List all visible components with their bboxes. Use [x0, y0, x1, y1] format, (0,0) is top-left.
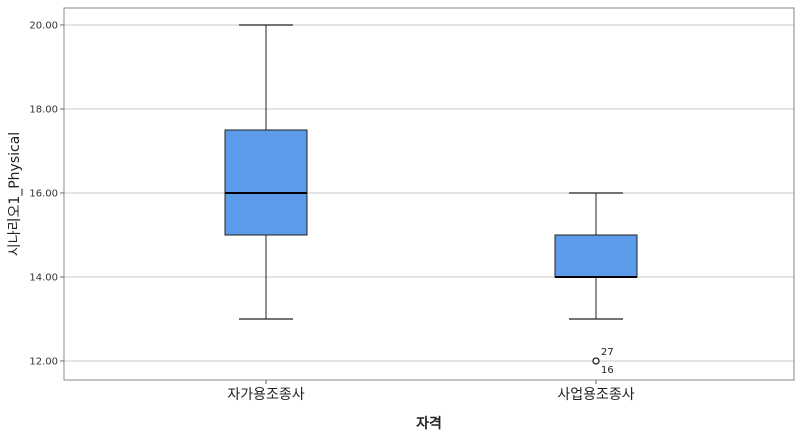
y-tick-label: 16.00 — [29, 189, 58, 200]
y-tick-label: 20.00 — [29, 21, 58, 32]
outlier-point — [592, 357, 600, 365]
boxes: 27 16 — [224, 24, 638, 376]
iqr-box — [224, 129, 308, 236]
y-tick-label: 12.00 — [29, 357, 58, 368]
box-group — [224, 24, 308, 320]
outlier-label: 27 — [601, 347, 614, 358]
x-axis-title: 자격 — [416, 415, 442, 432]
x-category-label: 자가용조종사 — [227, 387, 304, 403]
plot-frame — [63, 7, 795, 381]
gridlines — [64, 24, 794, 362]
outlier-label: 16 — [601, 365, 614, 376]
y-axis-title: 시나리오1_Physical — [7, 132, 23, 256]
x-axis-category-labels: 자가용조종사 사업용조종사 — [227, 380, 635, 403]
x-category-label: 사업용조종사 — [557, 387, 634, 403]
y-tick-label: 18.00 — [29, 105, 58, 116]
y-axis-ticks: 12.00 14.00 16.00 18.00 20.00 — [29, 21, 64, 368]
box-group: 27 16 — [554, 192, 638, 376]
iqr-box — [554, 234, 638, 278]
y-tick-label: 14.00 — [29, 273, 58, 284]
